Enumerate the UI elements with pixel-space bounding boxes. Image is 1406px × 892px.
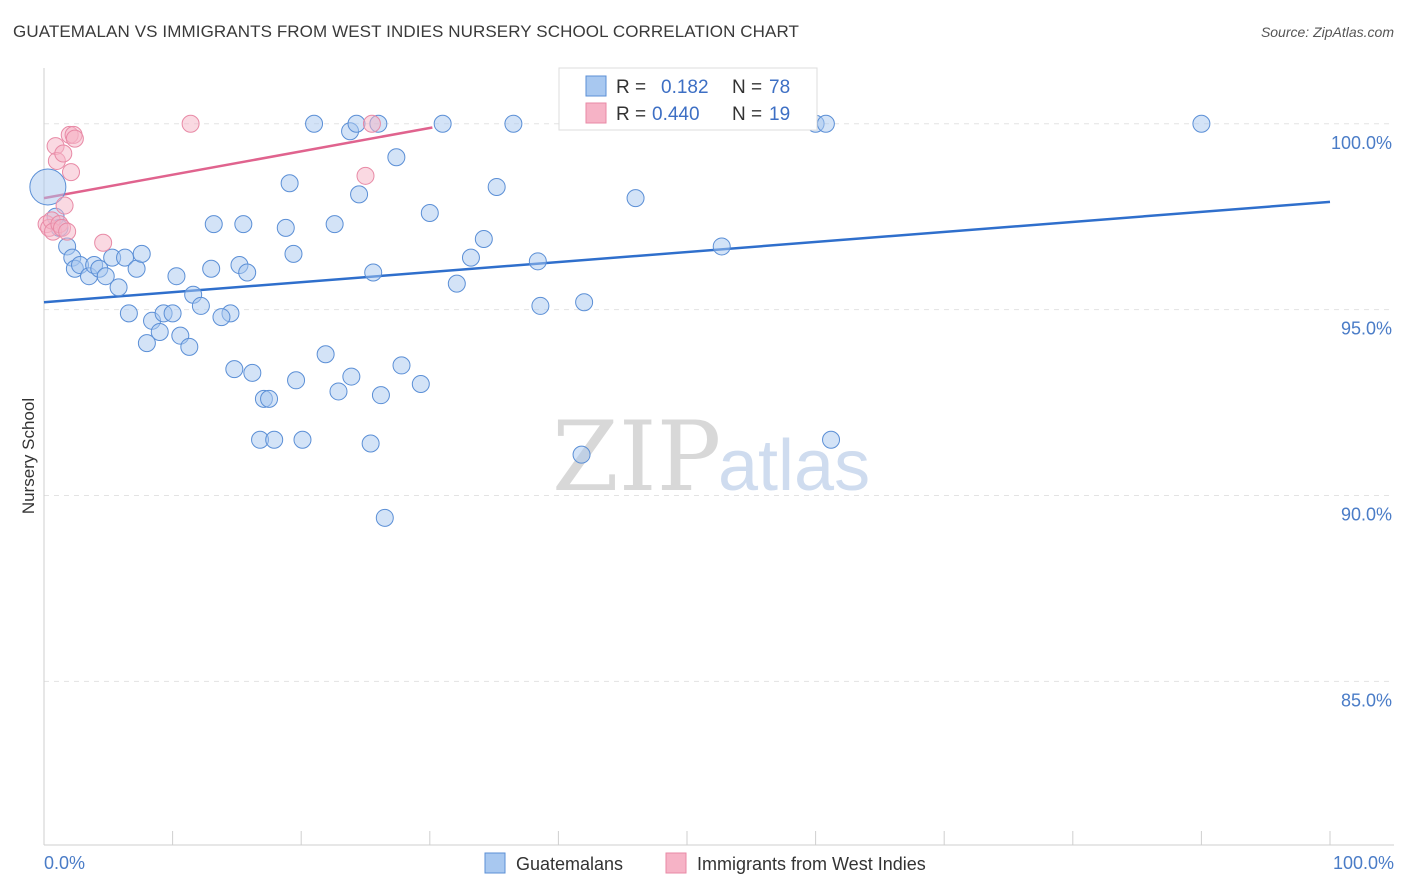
- legend-r-value-1: 0.182: [661, 77, 709, 98]
- data-point: [305, 114, 324, 133]
- data-point: [342, 367, 361, 386]
- data-point: [375, 508, 394, 527]
- data-point: [433, 114, 452, 133]
- data-point: [202, 259, 221, 278]
- data-point: [243, 363, 262, 382]
- legend-n-value-1: 78: [769, 77, 790, 98]
- west-indies-points: [37, 114, 381, 252]
- data-point: [276, 218, 295, 237]
- legend-swatch-blue: [585, 75, 607, 97]
- y-tick-labels: 100.0% 95.0% 90.0% 85.0%: [1331, 133, 1392, 711]
- data-point: [265, 430, 284, 449]
- watermark-atlas: atlas: [718, 426, 870, 506]
- data-point: [65, 129, 84, 148]
- data-point: [364, 263, 383, 282]
- data-point: [626, 189, 645, 208]
- data-point: [29, 168, 67, 206]
- data-point: [225, 360, 244, 379]
- data-point: [55, 196, 74, 215]
- data-point: [392, 356, 411, 375]
- y-tick-label: 90.0%: [1341, 505, 1392, 525]
- data-point: [260, 389, 279, 408]
- data-point: [137, 334, 156, 353]
- data-point: [284, 244, 303, 263]
- data-point: [474, 230, 493, 249]
- data-point: [212, 308, 231, 327]
- legend-r-value-2: 0.440: [652, 104, 700, 125]
- data-point: [420, 203, 439, 222]
- x-tick-label-min: 0.0%: [44, 853, 85, 873]
- x-ticks: [43, 831, 1331, 845]
- data-point: [280, 174, 299, 193]
- data-point: [447, 274, 466, 293]
- data-point: [528, 252, 547, 271]
- y-tick-label: 100.0%: [1331, 133, 1392, 153]
- data-point: [54, 144, 73, 163]
- data-point: [287, 371, 306, 390]
- y-tick-label: 85.0%: [1341, 690, 1392, 710]
- guatemalans-points: [29, 114, 1211, 527]
- legend-swatch-pink: [585, 102, 607, 124]
- chart-title: GUATEMALAN VS IMMIGRANTS FROM WEST INDIE…: [13, 22, 800, 41]
- data-point: [712, 237, 731, 256]
- stats-legend: R = 0.182 N = 78 R = 0.440 N = 19: [558, 67, 818, 131]
- series-legend-swatch-west-indies: [665, 852, 687, 874]
- trend-lines: [43, 126, 1331, 304]
- data-point: [150, 322, 169, 341]
- series-legend: Guatemalans Immigrants from West Indies: [484, 852, 926, 874]
- data-point: [109, 278, 128, 297]
- legend-r-label-2: R =: [616, 104, 646, 125]
- data-point: [119, 304, 138, 323]
- y-axis-label: Nursery School: [19, 398, 38, 514]
- data-point: [572, 445, 591, 464]
- trend-line-guatemalans: [43, 200, 1331, 304]
- series-legend-swatch-guatemalans: [484, 852, 506, 874]
- series-legend-west-indies: Immigrants from West Indies: [697, 854, 926, 874]
- data-point: [816, 114, 835, 133]
- data-point: [204, 215, 223, 234]
- data-point: [191, 296, 210, 315]
- x-tick-label-max: 100.0%: [1333, 853, 1394, 873]
- data-point: [96, 267, 115, 286]
- data-point: [116, 248, 135, 267]
- legend-n-value-2: 19: [769, 104, 790, 125]
- data-point: [181, 114, 200, 133]
- data-point: [316, 345, 335, 364]
- data-point: [132, 244, 151, 263]
- trend-line-west-indies: [43, 126, 433, 200]
- legend-n-label-2: N =: [732, 104, 762, 125]
- data-point: [387, 148, 406, 167]
- data-point: [58, 222, 77, 241]
- series-legend-guatemalans: Guatemalans: [516, 854, 623, 874]
- data-point: [180, 337, 199, 356]
- data-point: [293, 430, 312, 449]
- data-point: [487, 177, 506, 196]
- legend-r-label-1: R =: [616, 77, 646, 98]
- data-point: [461, 248, 480, 267]
- data-point: [325, 215, 344, 234]
- data-point: [350, 185, 369, 204]
- data-point: [356, 166, 375, 185]
- data-point: [163, 304, 182, 323]
- data-point: [822, 430, 841, 449]
- data-point: [234, 215, 253, 234]
- data-point: [94, 233, 113, 252]
- source-credit: Source: ZipAtlas.com: [1260, 24, 1394, 40]
- data-point: [347, 114, 366, 133]
- data-point: [371, 386, 390, 405]
- data-point: [329, 382, 348, 401]
- data-point: [238, 263, 257, 282]
- data-point: [504, 114, 523, 133]
- data-point: [62, 163, 81, 182]
- data-point: [362, 114, 381, 133]
- data-point: [1192, 114, 1211, 133]
- y-tick-label: 95.0%: [1341, 319, 1392, 339]
- legend-n-label-1: N =: [732, 77, 762, 98]
- data-point: [531, 296, 550, 315]
- data-point: [575, 293, 594, 312]
- data-point: [411, 375, 430, 394]
- data-point: [167, 267, 186, 286]
- data-point: [361, 434, 380, 453]
